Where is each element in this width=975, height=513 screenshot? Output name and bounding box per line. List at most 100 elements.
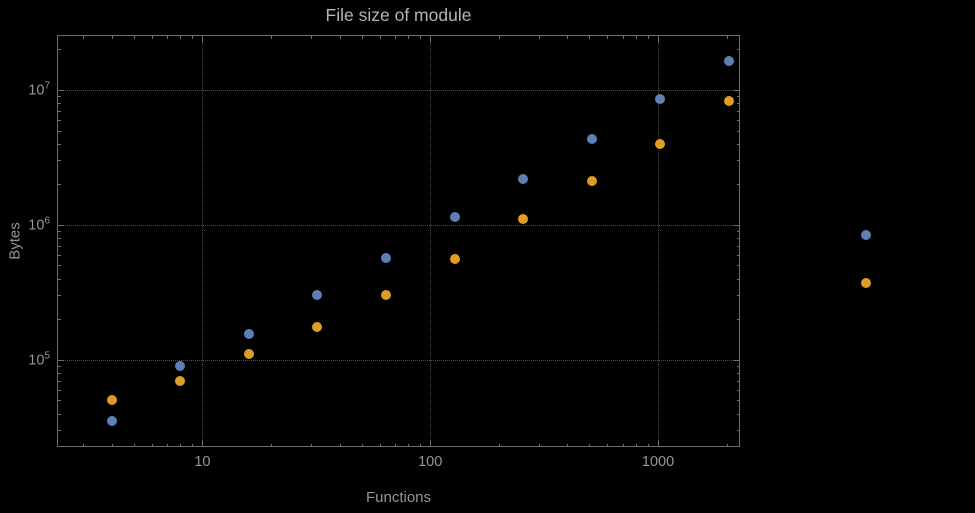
tick-mark <box>589 36 591 39</box>
data-point-blue <box>175 360 186 371</box>
data-point-orange <box>518 214 529 225</box>
tick-mark <box>58 265 61 267</box>
tick-mark <box>394 444 396 447</box>
tick-mark <box>567 444 569 447</box>
tick-mark <box>658 441 660 447</box>
tick-mark <box>647 36 649 39</box>
chart-title: File size of module <box>325 5 472 25</box>
x-tick-label: 10 <box>194 454 211 470</box>
gridline-vertical <box>202 35 204 447</box>
data-point-blue <box>449 211 460 222</box>
tick-mark <box>408 36 410 39</box>
tick-mark <box>737 130 740 132</box>
gridline-vertical <box>430 35 432 447</box>
gridline-vertical <box>658 35 660 447</box>
tick-mark <box>311 36 313 39</box>
tick-mark <box>58 254 61 256</box>
tick-mark <box>167 444 169 447</box>
tick-mark <box>734 359 740 361</box>
tick-mark <box>83 36 85 39</box>
tick-mark <box>83 444 85 447</box>
tick-mark <box>734 89 740 91</box>
tick-mark <box>58 413 61 415</box>
tick-mark <box>737 254 740 256</box>
tick-mark <box>658 36 660 42</box>
data-point-blue <box>243 329 254 340</box>
tick-mark <box>726 36 728 39</box>
tick-mark <box>635 36 637 39</box>
x-tick-label: 1000 <box>641 454 675 470</box>
tick-mark <box>58 430 61 432</box>
tick-mark <box>58 110 61 112</box>
tick-mark <box>111 36 113 39</box>
tick-mark <box>133 444 135 447</box>
tick-mark <box>737 119 740 121</box>
y-tick-label: 105 <box>28 350 50 369</box>
data-point-blue <box>723 55 734 66</box>
tick-mark <box>58 224 64 226</box>
tick-mark <box>635 444 637 447</box>
tick-mark <box>58 400 61 402</box>
tick-mark <box>58 380 61 382</box>
tick-mark <box>538 444 540 447</box>
tick-mark <box>58 237 61 239</box>
data-point-blue <box>655 93 666 104</box>
tick-mark <box>737 430 740 432</box>
tick-mark <box>737 237 740 239</box>
tick-mark <box>379 36 381 39</box>
data-point-blue <box>381 252 392 263</box>
tick-mark <box>737 184 740 186</box>
tick-mark <box>394 36 396 39</box>
tick-mark <box>737 49 740 51</box>
tick-mark <box>58 278 61 280</box>
tick-mark <box>58 143 61 145</box>
tick-mark <box>151 444 153 447</box>
tick-mark <box>737 319 740 321</box>
tick-mark <box>419 444 421 447</box>
y-axis-label: Bytes <box>6 222 24 260</box>
tick-mark <box>419 36 421 39</box>
tick-mark <box>737 413 740 415</box>
tick-mark <box>737 265 740 267</box>
tick-mark <box>58 359 64 361</box>
data-point-orange <box>861 278 872 289</box>
tick-mark <box>737 380 740 382</box>
x-tick-label: 100 <box>418 454 443 470</box>
tick-mark <box>191 36 193 39</box>
tick-mark <box>607 36 609 39</box>
data-point-orange <box>723 95 734 106</box>
tick-mark <box>58 89 64 91</box>
tick-mark <box>58 102 61 104</box>
tick-mark <box>737 400 740 402</box>
tick-mark <box>58 160 61 162</box>
y-tick-label: 107 <box>28 80 50 99</box>
tick-mark <box>58 130 61 132</box>
tick-mark <box>270 36 272 39</box>
tick-mark <box>111 444 113 447</box>
tick-mark <box>270 444 272 447</box>
data-point-blue <box>518 173 529 184</box>
tick-mark <box>180 444 182 447</box>
tick-mark <box>339 36 341 39</box>
x-axis-label: Functions <box>365 489 432 506</box>
tick-mark <box>408 444 410 447</box>
tick-mark <box>151 36 153 39</box>
data-point-orange <box>312 322 323 333</box>
tick-mark <box>737 245 740 247</box>
tick-mark <box>58 96 61 98</box>
tick-mark <box>202 36 204 42</box>
tick-mark <box>737 160 740 162</box>
tick-mark <box>58 245 61 247</box>
tick-mark <box>58 365 61 367</box>
tick-mark <box>726 444 728 447</box>
tick-mark <box>622 444 624 447</box>
tick-mark <box>737 231 740 233</box>
gridline-horizontal <box>57 89 740 91</box>
tick-mark <box>58 389 61 391</box>
tick-mark <box>567 36 569 39</box>
tick-mark <box>180 36 182 39</box>
tick-mark <box>430 36 432 42</box>
tick-mark <box>622 36 624 39</box>
data-point-orange <box>586 176 597 187</box>
